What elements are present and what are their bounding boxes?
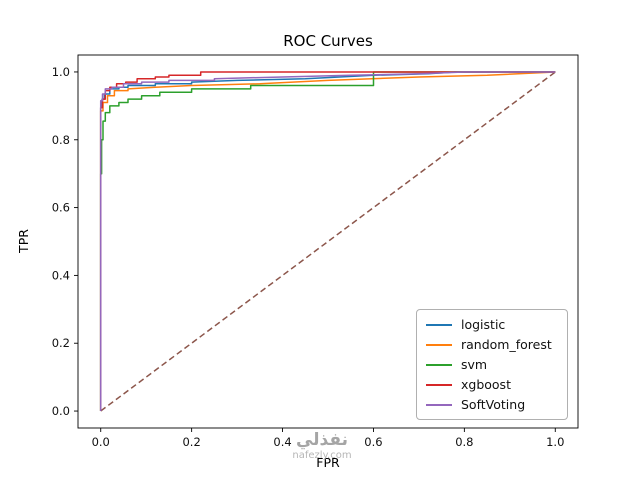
legend-item-SoftVoting: SoftVoting <box>426 397 558 412</box>
legend-label: svm <box>461 357 488 372</box>
legend-swatch <box>426 383 452 386</box>
legend-swatch <box>426 363 452 366</box>
legend-item-logistic: logistic <box>426 317 558 332</box>
legend-swatch <box>426 323 452 326</box>
legend-label: xgboost <box>461 377 511 392</box>
x-tick-label: 0.4 <box>273 435 291 449</box>
chart-title: ROC Curves <box>283 32 373 50</box>
series-line-svm <box>99 71 556 411</box>
legend-label: random_forest <box>461 337 552 352</box>
x-tick-label: 1.0 <box>546 435 564 449</box>
x-axis-label: FPR <box>316 455 340 470</box>
x-tick-label: 0.6 <box>364 435 382 449</box>
y-tick-label: 1.0 <box>52 65 70 79</box>
legend-swatch <box>426 343 452 346</box>
y-tick-label: 0.0 <box>52 404 70 418</box>
y-axis-label: TPR <box>16 229 31 254</box>
legend-item-xgboost: xgboost <box>426 377 558 392</box>
x-tick-label: 0.2 <box>182 435 200 449</box>
legend-label: logistic <box>461 317 506 332</box>
axis-ticks: 0.0 0.2 0.4 0.6 0.8 1.0 0.0 0.2 0.4 0.6 0.8 1.0 <box>52 65 565 449</box>
legend-item-svm: svm <box>426 357 558 372</box>
plot-area <box>77 54 579 429</box>
y-tick-label: 0.8 <box>52 133 70 147</box>
legend-item-random_forest: random_forest <box>426 337 558 352</box>
series-line-SoftVoting <box>99 71 556 411</box>
legend-label: SoftVoting <box>461 397 526 412</box>
y-tick-label: 0.4 <box>52 268 70 282</box>
x-tick-label: 0.0 <box>92 435 110 449</box>
series-lines <box>99 71 556 412</box>
y-tick-label: 0.2 <box>52 336 70 350</box>
y-tick-label: 0.6 <box>52 201 70 215</box>
x-tick-label: 0.8 <box>455 435 473 449</box>
legend-swatch <box>426 403 452 406</box>
